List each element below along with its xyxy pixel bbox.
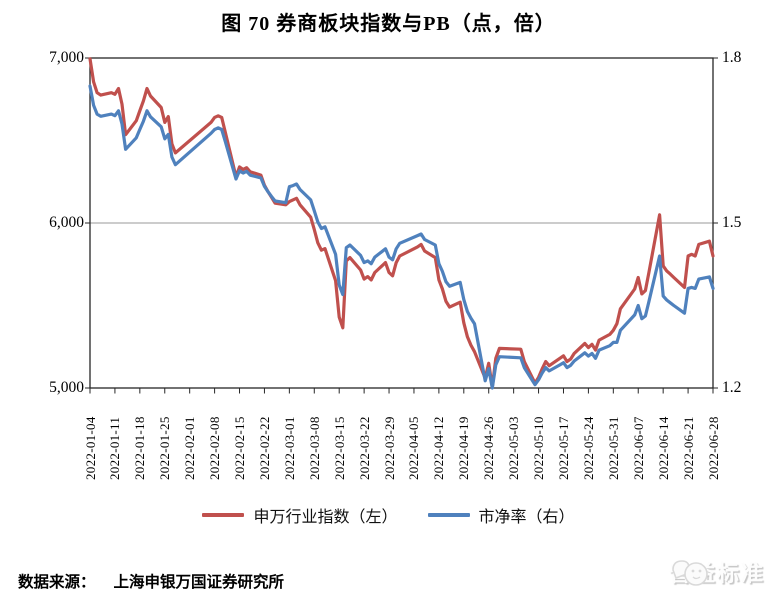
x-axis-label: 2022-01-18 [132,416,148,480]
x-axis-label: 2022-06-21 [680,416,696,480]
source-note: 数据来源： 上海申银万国证券研究所 [18,570,284,592]
y-axis-label-left: 6,000 [49,214,84,231]
brand-logo-icon [672,560,708,586]
legend-label-pb: 市净率（右） [478,509,575,526]
index-line-swatch [202,513,245,517]
x-axis-label: 2022-05-17 [555,416,571,480]
x-axis-label: 2022-05-31 [605,416,621,480]
x-axis-label: 2022-01-11 [107,416,123,480]
x-axis-label: 2022-06-07 [630,416,646,480]
x-axis-label: 2022-03-22 [356,416,372,480]
chart-title: 图 70 券商板块指数与PB（点，倍） [221,13,556,35]
brand-watermark: 普益标准 [669,556,765,588]
legend-label-index: 申万行业指数（左） [253,509,398,526]
x-axis-label: 2022-04-19 [456,416,472,480]
index-line [88,57,715,389]
x-axis-label: 2022-02-01 [182,416,198,480]
pb-line-swatch [427,513,470,517]
legend-item-pb: 市净率（右） [427,503,575,527]
x-axis-label: 2022-04-26 [481,416,497,480]
x-axis-label: 2022-06-14 [655,416,671,480]
x-axis-label: 2022-03-15 [331,416,347,480]
x-axis-label: 2022-03-08 [306,416,322,480]
x-axis-label: 2022-02-15 [232,416,248,480]
x-axis-label: 2022-04-12 [431,416,447,480]
x-axis-label: 2022-05-24 [580,416,596,480]
x-axis-label: 2022-03-01 [281,416,297,480]
pb-line [88,84,715,390]
x-axis-label: 2022-03-29 [381,416,397,480]
y-axis-label-left: 7,000 [49,49,84,66]
y-axis-label-right: 1.8 [722,49,742,66]
x-axis-label: 2022-05-10 [531,416,547,480]
y-axis-label-right: 1.5 [722,214,742,231]
legend-item-index: 申万行业指数（左） [202,503,398,527]
source-label: 数据来源： [18,574,96,591]
legend: 申万行业指数（左） 市净率（右） [0,503,777,527]
x-axis-label: 2022-06-28 [705,416,721,480]
y-axis-label-left: 5,000 [49,379,84,396]
x-axis-label: 2022-05-03 [506,416,522,480]
source-value: 上海申银万国证券研究所 [113,574,285,591]
x-axis-label: 2022-01-04 [82,416,98,480]
x-axis-label: 2022-02-08 [207,416,223,480]
x-axis-label: 2022-01-25 [157,416,173,480]
y-axis-label-right: 1.2 [722,379,742,396]
x-axis-label: 2022-04-05 [406,416,422,480]
x-axis-label: 2022-02-22 [256,416,272,480]
